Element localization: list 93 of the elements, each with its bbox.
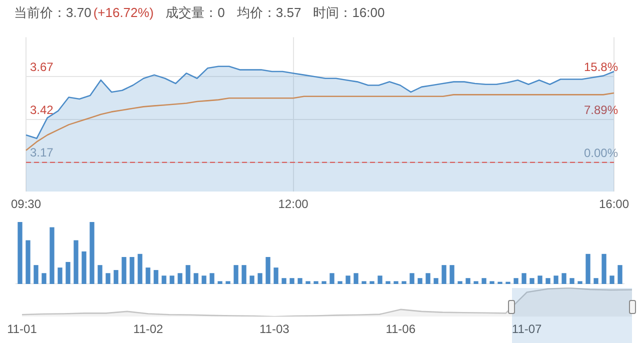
bar [274, 268, 278, 284]
bar [474, 281, 478, 284]
bar [306, 281, 310, 284]
bar [194, 273, 198, 284]
x-tick-label: 11-07 [512, 322, 542, 336]
bar [434, 278, 438, 284]
bar [442, 265, 446, 284]
bar [298, 278, 302, 284]
bar [618, 265, 622, 284]
bar [402, 281, 406, 284]
bar [18, 222, 22, 284]
bar [138, 254, 142, 284]
bar [170, 276, 174, 284]
text: 均价：3.57 [236, 5, 302, 20]
bar [490, 281, 494, 284]
x-tick-label: 11-03 [260, 322, 290, 336]
bar [522, 273, 526, 284]
bar [530, 278, 534, 284]
x-tick-label: 12:00 [278, 197, 309, 212]
bar [234, 265, 238, 284]
bar [130, 257, 134, 284]
bar [82, 251, 86, 284]
bar [610, 276, 614, 284]
bar [90, 222, 94, 284]
bar [370, 281, 374, 284]
bar [122, 257, 126, 284]
text: 当前价：3.70 [14, 5, 92, 20]
bar [330, 273, 334, 284]
bar [594, 278, 598, 284]
bar [50, 227, 54, 284]
x-tick-label: 11-01 [7, 322, 38, 336]
y-tick-label: 3.42 [30, 102, 54, 117]
bar [354, 273, 358, 284]
bar [322, 281, 326, 284]
bar [418, 278, 422, 284]
bar [218, 281, 222, 284]
bar [482, 278, 486, 284]
bar [58, 268, 62, 284]
bar [514, 278, 518, 284]
y2-tick-label: 0.00% [584, 146, 618, 160]
bar [450, 265, 454, 284]
bar [386, 281, 390, 284]
y-tick-label: 3.67 [30, 60, 54, 74]
bar [258, 273, 262, 284]
bar [314, 281, 318, 284]
y2-tick-label: 15.8% [584, 60, 618, 74]
bar [394, 281, 398, 284]
bar [34, 265, 38, 284]
bar [210, 273, 214, 284]
bar [146, 268, 150, 284]
y2-tick-label: 7.89% [584, 102, 618, 117]
bar [458, 281, 462, 284]
bar [362, 281, 366, 284]
text: 时间：16:00 [313, 5, 385, 20]
bar [546, 278, 550, 284]
bar [242, 265, 246, 284]
bar [346, 276, 350, 284]
bar [66, 262, 70, 284]
bar [554, 276, 558, 284]
bar [282, 278, 286, 284]
bar [338, 281, 342, 284]
bar [570, 278, 574, 284]
bar [26, 240, 30, 284]
bar [410, 273, 414, 284]
text: (+16.72%) [93, 5, 154, 20]
y-tick-label: 3.17 [30, 146, 54, 160]
bar [290, 278, 294, 284]
bar [266, 257, 270, 284]
x-tick-label: 11-02 [133, 322, 164, 336]
bar [562, 273, 566, 284]
bar [154, 270, 158, 284]
bar [114, 270, 118, 284]
bar [578, 281, 582, 284]
bar [602, 254, 606, 284]
bar [426, 273, 430, 284]
bar [178, 273, 182, 284]
bar [186, 265, 190, 284]
text: 成交量：0 [166, 5, 225, 20]
bar [98, 265, 102, 284]
bar [74, 240, 78, 284]
bar [106, 273, 110, 284]
bar [586, 254, 590, 284]
x-tick-label: 11-06 [386, 322, 416, 336]
x-tick-label: 09:30 [10, 197, 42, 212]
bar [538, 276, 542, 284]
bar [466, 278, 470, 284]
bar [226, 281, 230, 284]
bar [250, 276, 254, 284]
bar [202, 276, 206, 284]
bar [42, 273, 46, 284]
bar [162, 276, 166, 284]
bar [378, 276, 382, 284]
x-tick-label: 16:00 [598, 197, 630, 212]
